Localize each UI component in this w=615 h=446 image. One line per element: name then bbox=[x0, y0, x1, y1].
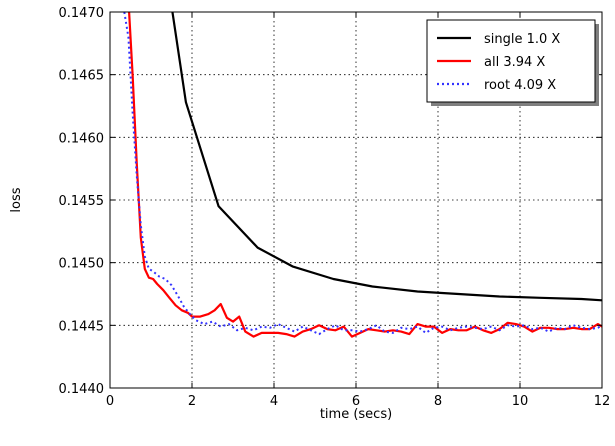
series-line-1 bbox=[127, 12, 602, 338]
axis-ticks: 0 2 4 6 8 10 12 0.1440 0.1445 0.1450 0.1455 0.1460 0… bbox=[59, 6, 611, 409]
x-tick-label: 12 bbox=[594, 394, 611, 409]
legend-label: root 4.09 X bbox=[484, 78, 556, 93]
x-tick-label: 8 bbox=[434, 394, 442, 409]
y-tick-label: 0.1445 bbox=[59, 319, 105, 334]
x-axis-label: time (secs) bbox=[320, 407, 392, 422]
y-tick-label: 0.1470 bbox=[59, 6, 105, 21]
x-tick-label: 10 bbox=[512, 394, 529, 409]
legend-label: single 1.0 X bbox=[484, 32, 560, 47]
y-tick-label: 0.1455 bbox=[59, 194, 105, 209]
x-tick-label: 2 bbox=[188, 394, 196, 409]
y-tick-label: 0.1465 bbox=[59, 69, 105, 84]
y-tick-label: 0.1440 bbox=[59, 382, 105, 397]
y-tick-label: 0.1460 bbox=[59, 131, 105, 146]
y-tick-label: 0.1450 bbox=[59, 257, 105, 272]
series-line-2 bbox=[123, 12, 602, 336]
x-tick-label: 4 bbox=[270, 394, 278, 409]
y-axis-label: loss bbox=[9, 187, 24, 212]
plot-series bbox=[123, 12, 602, 338]
legend: single 1.0 X all 3.94 X root 4.09 X bbox=[426, 19, 599, 106]
legend-label: all 3.94 X bbox=[484, 55, 545, 70]
x-tick-label: 0 bbox=[106, 394, 114, 409]
series-line-0 bbox=[171, 12, 602, 302]
x-tick-label: 6 bbox=[352, 394, 360, 409]
